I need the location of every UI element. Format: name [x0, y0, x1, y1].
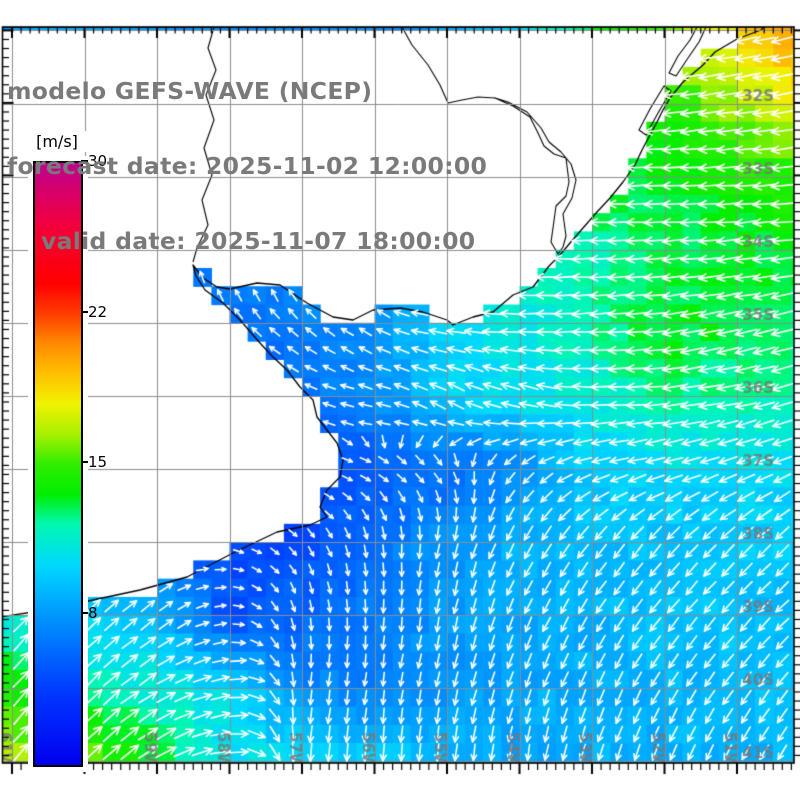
model-title: modelo GEFS-WAVE (NCEP) — [7, 77, 373, 105]
colorbar-tick-mark — [81, 160, 88, 162]
map-title-block: modelo GEFS-WAVE (NCEP) forecast date: 2… — [7, 29, 487, 304]
forecast-date-label: forecast date: 2025-11-02 12:00:00 — [7, 152, 488, 180]
colorbar-tick-label: 15 — [88, 453, 108, 471]
colorbar-unit-label: [m/s] — [26, 131, 88, 152]
colorbar-gradient — [33, 161, 83, 767]
valid-date-label: valid date: 2025-11-07 18:00:00 — [41, 227, 476, 255]
colorbar-tick-mark — [81, 461, 88, 463]
colorbar-tick-mark — [81, 611, 88, 614]
colorbar-tick-label: 30 — [88, 152, 108, 170]
colorbar-tick-mark — [81, 310, 88, 313]
colorbar-tick-label: 22 — [88, 302, 108, 321]
colorbar-tick-label: 8 — [88, 603, 98, 622]
